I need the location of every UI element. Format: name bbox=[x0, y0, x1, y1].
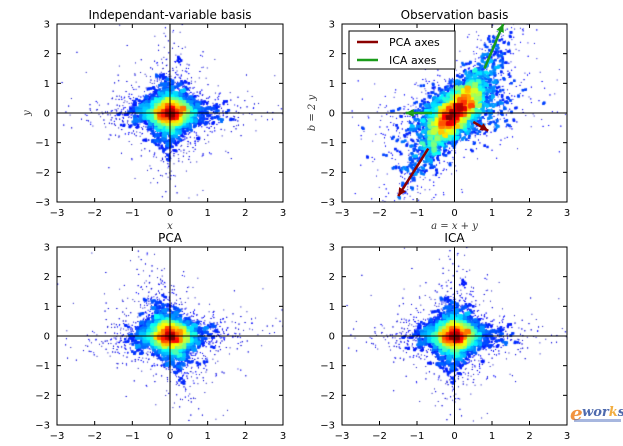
y-tick-label: 1 bbox=[329, 79, 335, 90]
x-tick-label: −1 bbox=[410, 208, 425, 219]
x-tick-label: 0 bbox=[167, 431, 173, 442]
y-tick-label: −3 bbox=[320, 421, 335, 432]
y-tick-label: 0 bbox=[44, 109, 50, 120]
x-axis-label: x bbox=[167, 221, 173, 232]
y-tick-label: 1 bbox=[329, 302, 335, 313]
x-tick-label: −1 bbox=[125, 431, 140, 442]
y-tick-label: −1 bbox=[35, 138, 50, 149]
x-tick-label: 1 bbox=[204, 208, 210, 219]
legend: PCA axes ICA axes bbox=[348, 30, 456, 70]
x-tick-label: 2 bbox=[526, 208, 532, 219]
y-tick-label: −3 bbox=[35, 198, 50, 209]
y-tick-label: −1 bbox=[320, 361, 335, 372]
svg-text:works: works bbox=[582, 405, 623, 420]
y-tick-label: 2 bbox=[44, 272, 50, 283]
x-tick-label: 3 bbox=[280, 208, 286, 219]
y-tick-label: 2 bbox=[329, 272, 335, 283]
panel-4: −3 −2 −1 0 1 2 3 −3 −2 −1 0 1 2 3 ICA bbox=[320, 231, 570, 442]
x-tick-label: 3 bbox=[280, 431, 286, 442]
x-tick-label: −1 bbox=[125, 208, 140, 219]
panel-title: ICA bbox=[444, 231, 465, 245]
x-axis-label: a = x + y bbox=[431, 221, 478, 232]
x-tick-label: −3 bbox=[335, 431, 350, 442]
x-tick-label: 3 bbox=[564, 208, 570, 219]
y-tick-label: 2 bbox=[329, 49, 335, 60]
panel-2: −3 −2 −1 0 1 2 3 −3 −2 −1 0 1 2 3 Observation basis a =… bbox=[307, 8, 570, 232]
y-tick-label: 1 bbox=[44, 302, 50, 313]
y-tick-label: 3 bbox=[44, 20, 50, 31]
axis-arrow-head bbox=[496, 24, 504, 33]
panel-3: −3 −2 −1 0 1 2 3 −3 −2 −1 0 1 2 3 PCA bbox=[35, 231, 286, 442]
x-tick-label: 1 bbox=[204, 431, 210, 442]
y-tick-label: 1 bbox=[44, 79, 50, 90]
y-tick-label: −2 bbox=[320, 168, 335, 179]
x-tick-label: 3 bbox=[564, 431, 570, 442]
y-tick-label: −2 bbox=[320, 391, 335, 402]
y-tick-label: 2 bbox=[44, 49, 50, 60]
y-tick-label: −2 bbox=[35, 391, 50, 402]
y-tick-label: −2 bbox=[35, 168, 50, 179]
y-axis-label: y bbox=[22, 110, 33, 117]
x-tick-label: −2 bbox=[372, 431, 387, 442]
x-tick-label: 2 bbox=[526, 431, 532, 442]
x-tick-label: 1 bbox=[489, 431, 495, 442]
legend-label: PCA axes bbox=[389, 36, 440, 49]
x-tick-label: −2 bbox=[372, 208, 387, 219]
axis-arrow-head bbox=[398, 187, 406, 197]
x-tick-label: 0 bbox=[167, 208, 173, 219]
x-tick-label: −3 bbox=[50, 208, 65, 219]
y-tick-label: 0 bbox=[329, 332, 335, 343]
x-tick-label: 0 bbox=[451, 431, 457, 442]
axis-arrow-head bbox=[479, 123, 489, 131]
y-axis-label: b = 2 y bbox=[307, 94, 318, 131]
panel-title: PCA bbox=[158, 231, 183, 245]
y-tick-label: −1 bbox=[320, 138, 335, 149]
y-tick-label: 0 bbox=[329, 109, 335, 120]
legend-label: ICA axes bbox=[389, 54, 437, 67]
x-tick-label: −2 bbox=[87, 208, 102, 219]
x-tick-label: −1 bbox=[410, 431, 425, 442]
x-tick-label: 2 bbox=[242, 208, 248, 219]
x-tick-label: −3 bbox=[50, 431, 65, 442]
x-tick-label: −2 bbox=[87, 431, 102, 442]
y-tick-label: 3 bbox=[329, 243, 335, 254]
y-tick-label: 3 bbox=[44, 243, 50, 254]
panel-1: −3 −2 −1 0 1 2 3 −3 −2 −1 0 1 2 3 Independant-variable… bbox=[22, 8, 286, 232]
y-tick-label: 3 bbox=[329, 20, 335, 31]
x-tick-label: 2 bbox=[242, 431, 248, 442]
panel-title: Independant-variable basis bbox=[88, 8, 251, 22]
panel-title: Observation basis bbox=[401, 8, 509, 22]
x-tick-label: 1 bbox=[489, 208, 495, 219]
axis-arrow-head bbox=[405, 109, 414, 117]
x-tick-label: 0 bbox=[451, 208, 457, 219]
y-tick-label: −3 bbox=[320, 198, 335, 209]
y-tick-label: 0 bbox=[44, 332, 50, 343]
x-tick-label: −3 bbox=[335, 208, 350, 219]
y-tick-label: −3 bbox=[35, 421, 50, 432]
axis-arrow-shaft bbox=[397, 147, 430, 197]
y-tick-label: −1 bbox=[35, 361, 50, 372]
legend-box bbox=[348, 30, 456, 70]
axis-arrow-shaft bbox=[483, 23, 505, 69]
